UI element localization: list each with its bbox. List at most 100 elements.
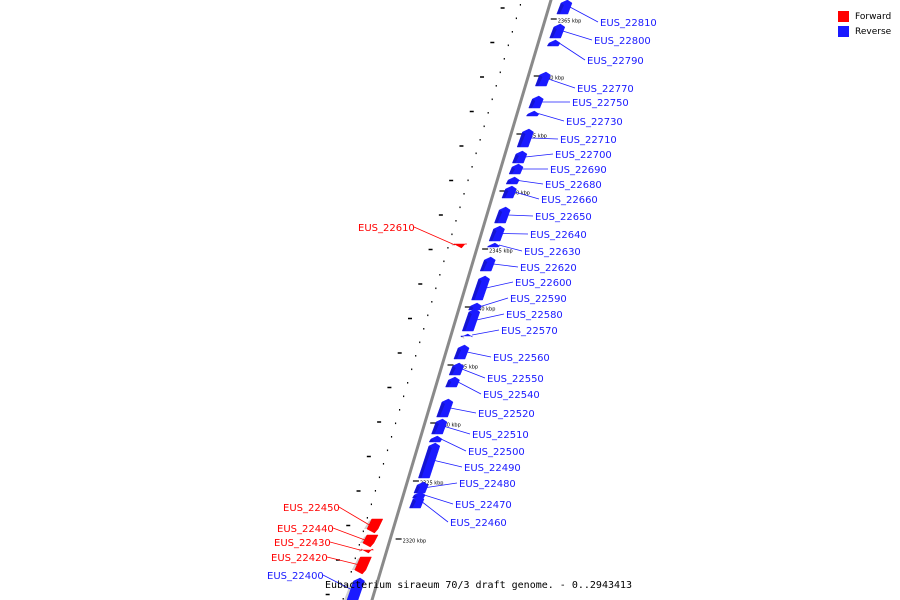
gene-shade	[506, 180, 512, 184]
gene-label-eus-22620[interactable]: EUS_22620	[520, 263, 577, 274]
ruler-dot	[499, 71, 501, 74]
gene-eus-22480[interactable]	[413, 481, 429, 494]
ruler-dot	[419, 341, 421, 344]
gene-eus-22700[interactable]	[512, 150, 528, 164]
leader-line	[502, 233, 529, 235]
gene-label-eus-22640[interactable]: EUS_22640	[530, 230, 587, 241]
gene-eus-22610[interactable]	[453, 243, 467, 249]
gene-label-eus-22610[interactable]: EUS_22610	[358, 223, 415, 234]
ruler-dot	[519, 4, 522, 6]
gene-label-eus-22630[interactable]: EUS_22630	[524, 247, 581, 258]
leader-line	[329, 541, 362, 551]
gene-label-eus-22490[interactable]: EUS_22490	[464, 463, 521, 474]
gene-label-eus-22710[interactable]: EUS_22710	[560, 135, 617, 146]
gene-label-eus-22690[interactable]: EUS_22690	[550, 165, 607, 176]
gene-eus-22550[interactable]	[448, 362, 465, 376]
gene-label-eus-22400[interactable]: EUS_22400	[267, 571, 324, 582]
gene-label-eus-22680[interactable]: EUS_22680	[545, 180, 602, 191]
gene-eus-22810[interactable]	[556, 0, 573, 15]
gene-label-eus-22440[interactable]: EUS_22440	[277, 524, 334, 535]
gene-label-eus-22480[interactable]: EUS_22480	[459, 479, 516, 490]
leader-line	[426, 482, 458, 488]
gene-features[interactable]	[344, 0, 573, 600]
gene-shade	[462, 312, 472, 331]
leader-line	[338, 506, 370, 526]
leader-line	[434, 460, 463, 468]
gene-label-eus-22520[interactable]: EUS_22520	[478, 409, 535, 420]
gene-label-eus-22770[interactable]: EUS_22770	[577, 84, 634, 95]
gene-eus-22690[interactable]	[508, 163, 524, 175]
reverse-swatch	[838, 26, 849, 37]
gene-label-eus-22810[interactable]: EUS_22810	[600, 18, 657, 29]
gene-label-eus-22600[interactable]: EUS_22600	[515, 278, 572, 289]
kbp-tick-label: 2325 kbp	[420, 481, 444, 487]
gene-label-eus-22730[interactable]: EUS_22730	[566, 117, 623, 128]
gene-eus-22620[interactable]	[479, 256, 496, 272]
leader-line	[422, 501, 449, 523]
gene-eus-22420[interactable]	[354, 556, 372, 575]
gene-eus-22510[interactable]	[431, 418, 448, 435]
gene-eus-22650[interactable]	[494, 206, 511, 224]
gene-label-eus-22750[interactable]: EUS_22750	[572, 98, 629, 109]
gene-label-eus-22450[interactable]: EUS_22450	[283, 503, 340, 514]
gene-label-eus-22540[interactable]: EUS_22540	[483, 390, 540, 401]
gene-eus-22460[interactable]	[409, 495, 425, 509]
leader-line	[562, 30, 593, 41]
leader-line	[413, 226, 456, 246]
gene-label-eus-22590[interactable]: EUS_22590	[510, 294, 567, 305]
gene-eus-22590[interactable]	[468, 302, 482, 311]
gene-eus-22490[interactable]	[418, 442, 441, 479]
gene-label-eus-22560[interactable]: EUS_22560	[493, 353, 550, 364]
gene-eus-22600[interactable]	[471, 275, 490, 301]
gene-label-eus-22470[interactable]: EUS_22470	[455, 500, 512, 511]
gene-eus-22800[interactable]	[549, 23, 566, 39]
forward-swatch	[838, 11, 849, 22]
gene-label-eus-22790[interactable]: EUS_22790	[587, 56, 644, 67]
gene-eus-22540[interactable]	[445, 376, 460, 388]
gene-label-eus-22660[interactable]: EUS_22660	[541, 195, 598, 206]
gene-label-eus-22500[interactable]: EUS_22500	[468, 447, 525, 458]
gene-eus-22520[interactable]	[436, 398, 454, 418]
gene-eus-22570[interactable]	[460, 333, 473, 338]
gene-shade	[351, 557, 361, 570]
gene-eus-22750[interactable]	[528, 95, 544, 109]
gene-label-eus-22700[interactable]: EUS_22700	[555, 150, 612, 161]
gene-eus-22770[interactable]	[534, 71, 551, 87]
gene-eus-22440[interactable]	[362, 534, 379, 548]
ruler-dot	[362, 530, 364, 533]
gene-label-eus-22550[interactable]: EUS_22550	[487, 374, 544, 385]
gene-label-eus-22460[interactable]: EUS_22460	[450, 518, 507, 529]
gene-labels[interactable]: EUS_22810 EUS_22800 EUS_22790 EUS_22770 EUS_…	[267, 18, 657, 582]
gene-label-eus-22430[interactable]: EUS_22430	[274, 538, 331, 549]
gene-eus-22430[interactable]	[360, 548, 375, 554]
gene-eus-22470[interactable]	[412, 491, 426, 499]
gene-eus-22500[interactable]	[428, 435, 443, 443]
gene-label-eus-22570[interactable]: EUS_22570	[501, 326, 558, 337]
gene-shade	[468, 306, 474, 310]
gene-eus-22450[interactable]	[366, 518, 384, 534]
gene-eus-22630[interactable]	[486, 242, 500, 248]
gene-shade	[431, 422, 440, 434]
gene-eus-22730[interactable]	[525, 110, 540, 117]
outer-ruler-dots	[342, 4, 522, 600]
ruler-dot	[463, 193, 465, 195]
genome-caption: Eubacterium siraeum 70/3 draft genome. -…	[325, 580, 632, 591]
gene-label-eus-22420[interactable]: EUS_22420	[271, 553, 328, 564]
gene-eus-22710[interactable]	[516, 128, 534, 148]
gene-label-eus-22580[interactable]: EUS_22580	[506, 310, 563, 321]
gene-label-eus-22800[interactable]: EUS_22800	[594, 36, 651, 47]
gene-eus-22560[interactable]	[453, 344, 470, 360]
ruler-dot	[447, 247, 449, 249]
ruler-dot	[407, 382, 409, 384]
leader-line	[424, 494, 454, 505]
gene-eus-22680[interactable]	[505, 176, 520, 185]
ruler-dot	[354, 557, 356, 560]
gene-label-eus-22510[interactable]: EUS_22510	[472, 430, 529, 441]
gene-eus-22640[interactable]	[488, 225, 505, 242]
gene-eus-22660[interactable]	[501, 185, 517, 199]
gene-shade	[460, 336, 465, 339]
gene-eus-22400[interactable]	[346, 577, 365, 600]
gene-eus-22580[interactable]	[461, 308, 481, 332]
gene-label-eus-22650[interactable]: EUS_22650	[535, 212, 592, 223]
gene-eus-22790[interactable]	[546, 39, 561, 47]
